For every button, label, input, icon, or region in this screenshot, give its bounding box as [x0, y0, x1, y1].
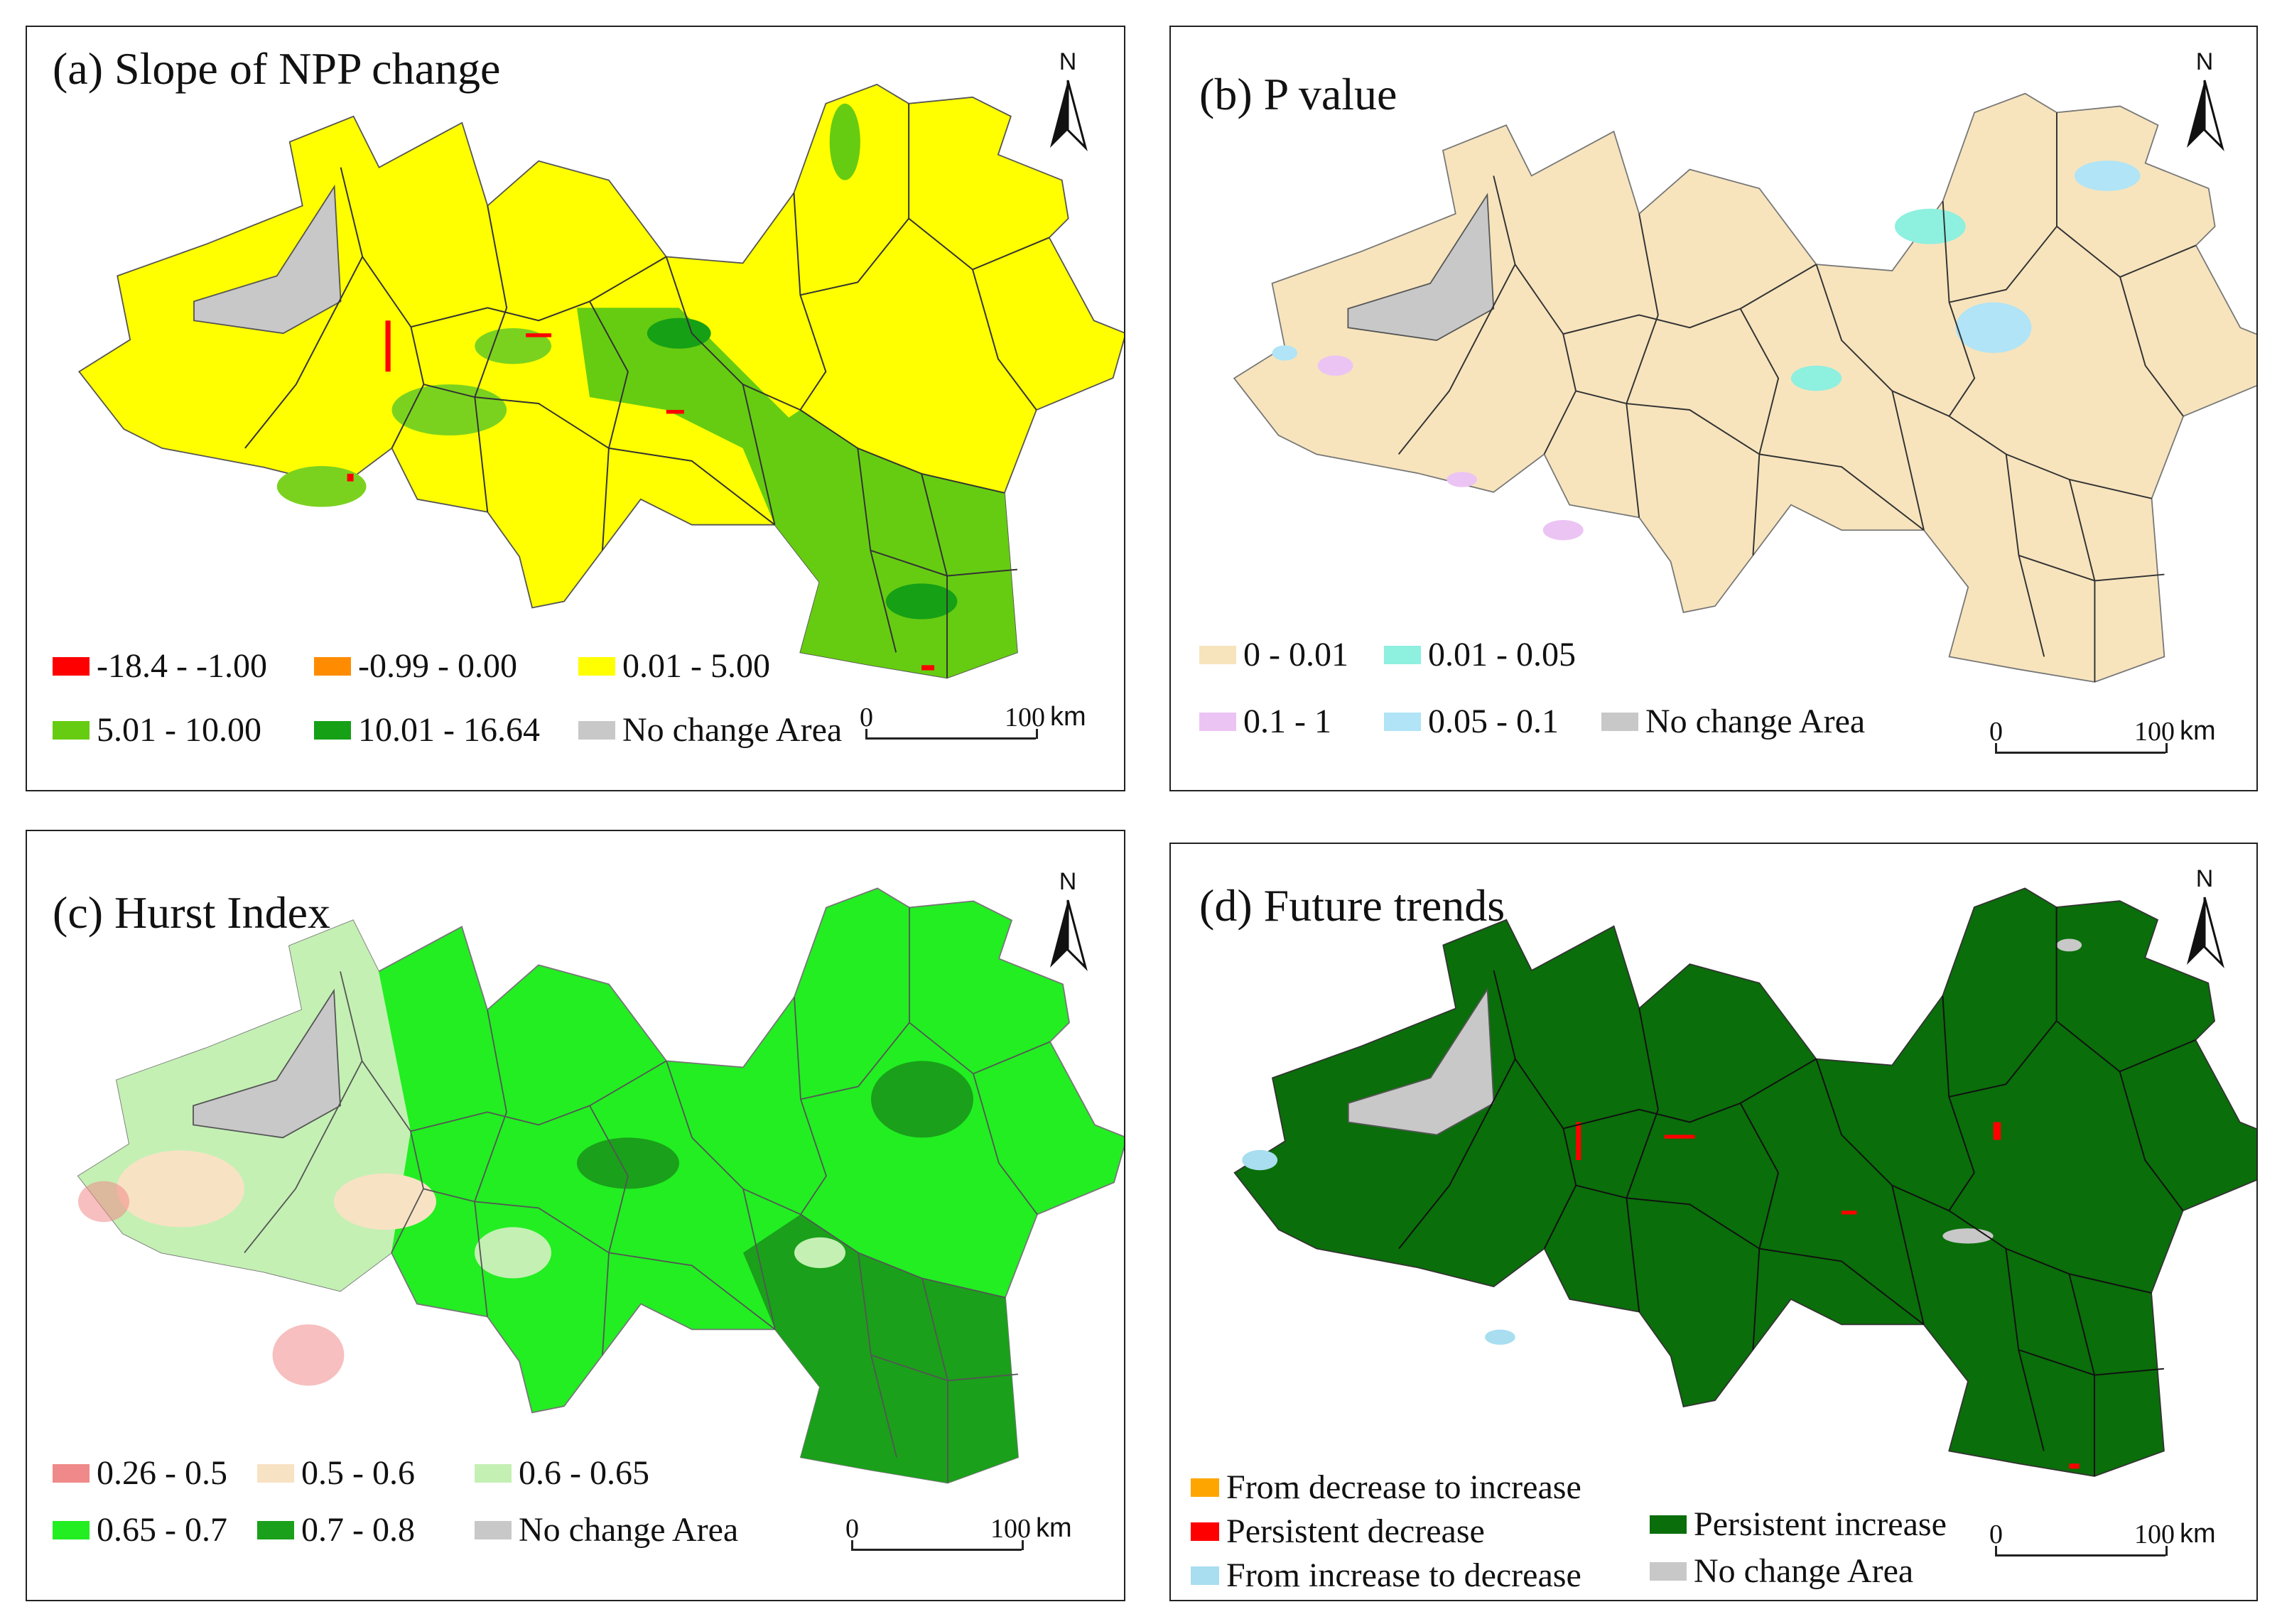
- map-green-zones: [276, 103, 1017, 678]
- scale-unit: km: [1036, 1513, 1072, 1543]
- north-label: N: [2195, 48, 2214, 75]
- panel-d-future-trends: (d) Future trends N From decrease to inc…: [1169, 843, 2258, 1601]
- legend-swatch: [475, 1463, 512, 1483]
- scale-start: 0: [845, 1514, 859, 1544]
- scale-start: 0: [1989, 717, 2003, 747]
- north-arrow: N: [2180, 48, 2229, 155]
- legend-swatch: [1199, 712, 1236, 731]
- legend-swatch: [1191, 1566, 1219, 1585]
- scale-bar: 0 100 km: [860, 702, 1107, 752]
- scale-end: 100: [2134, 1520, 2175, 1549]
- panel-b-pvalue: (b) P value N 0 - 0.01 0.01 - 0.05 0.1 -…: [1169, 26, 2258, 791]
- scale-end: 100: [2134, 717, 2175, 747]
- legend-item: 5.01 - 10.00: [53, 710, 261, 749]
- legend-item: No change Area: [475, 1510, 738, 1549]
- map-p-patches: [1272, 161, 2141, 541]
- north-label: N: [1059, 868, 1077, 895]
- scale-bar: 0 100 km: [1989, 1519, 2237, 1569]
- north-label: N: [2195, 865, 2214, 892]
- legend-swatch: [1384, 645, 1421, 664]
- north-arrow: N: [1043, 868, 1093, 975]
- legend-swatch: [1384, 712, 1421, 731]
- legend-swatch: [1199, 645, 1236, 664]
- north-arrow: N: [2180, 865, 2229, 972]
- legend-swatch: [53, 720, 90, 740]
- page-title: (a) Slope of NPP change: [53, 43, 501, 94]
- legend-item: -0.99 - 0.00: [314, 646, 517, 686]
- north-arrow-icon: [1050, 899, 1088, 971]
- page-title: (d) Future trends: [1199, 880, 1505, 931]
- legend-swatch: [314, 656, 351, 676]
- legend-swatch: [475, 1520, 512, 1539]
- panel-c-hurst: (c) Hurst Index N 0.26 - 0.5 0.5 - 0.6 0…: [26, 830, 1125, 1601]
- page-title: (b) P value: [1199, 69, 1397, 119]
- legend-item: 0.5 - 0.6: [257, 1454, 415, 1493]
- legend-swatch: [1601, 712, 1638, 731]
- legend-item: Persistent decrease: [1191, 1512, 1485, 1551]
- map-future-trends: [1233, 887, 2256, 1477]
- legend-item: No change Area: [1650, 1552, 1913, 1591]
- legend-item: 10.01 - 16.64: [314, 710, 540, 749]
- scale-start: 0: [860, 703, 873, 732]
- legend-item: 0.7 - 0.8: [257, 1510, 415, 1549]
- page-title: (c) Hurst Index: [53, 887, 330, 938]
- legend-swatch: [1191, 1522, 1219, 1541]
- map-hurst-index: [77, 887, 1124, 1484]
- map-red-patches: [347, 320, 935, 671]
- legend-swatch: [578, 720, 615, 740]
- map-slope-npp: [78, 83, 1124, 679]
- scale-end: 100: [1005, 703, 1045, 732]
- legend-item: 0.05 - 0.1: [1384, 702, 1559, 741]
- panel-a-slope: (a) Slope of NPP change N -18.4 - -1.00 …: [26, 26, 1125, 791]
- legend-swatch: [1650, 1515, 1687, 1534]
- north-arrow-icon: [1050, 80, 1088, 151]
- legend-item: Persistent increase: [1650, 1505, 1947, 1544]
- scale-start: 0: [1989, 1520, 2003, 1549]
- scale-end: 100: [990, 1514, 1031, 1544]
- scale-bar: 0 100 km: [845, 1513, 1093, 1563]
- legend-swatch: [53, 1463, 90, 1483]
- legend-swatch: [53, 656, 90, 676]
- legend-item: 0.65 - 0.7: [53, 1510, 227, 1549]
- north-arrow-icon: [2187, 80, 2224, 151]
- legend-item: 0.01 - 5.00: [578, 646, 770, 686]
- scale-unit: km: [2180, 716, 2216, 746]
- scale-bar: 0 100 km: [1989, 716, 2237, 766]
- legend-item: 0.01 - 0.05: [1384, 635, 1576, 674]
- north-arrow-icon: [2187, 897, 2224, 968]
- legend-swatch: [1650, 1561, 1687, 1581]
- legend-swatch: [314, 720, 351, 740]
- legend-item: 0 - 0.01: [1199, 635, 1348, 674]
- legend-swatch: [1191, 1478, 1219, 1497]
- legend-item: 0.1 - 1: [1199, 702, 1331, 741]
- map-p-value: [1233, 92, 2256, 683]
- legend-item: 0.26 - 0.5: [53, 1454, 227, 1493]
- legend-swatch: [53, 1520, 90, 1539]
- legend-swatch: [257, 1520, 294, 1539]
- legend-item: No change Area: [578, 710, 842, 749]
- legend-swatch: [257, 1463, 294, 1483]
- legend-item: 0.6 - 0.65: [475, 1454, 649, 1493]
- legend-item: From decrease to increase: [1191, 1468, 1581, 1507]
- legend-item: No change Area: [1601, 702, 1865, 741]
- north-arrow: N: [1043, 48, 1093, 155]
- scale-unit: km: [2180, 1519, 2216, 1549]
- legend-swatch: [578, 656, 615, 676]
- legend-item: -18.4 - -1.00: [53, 646, 267, 686]
- north-label: N: [1059, 48, 1077, 75]
- scale-unit: km: [1050, 702, 1086, 732]
- legend-item: From increase to decrease: [1191, 1556, 1581, 1595]
